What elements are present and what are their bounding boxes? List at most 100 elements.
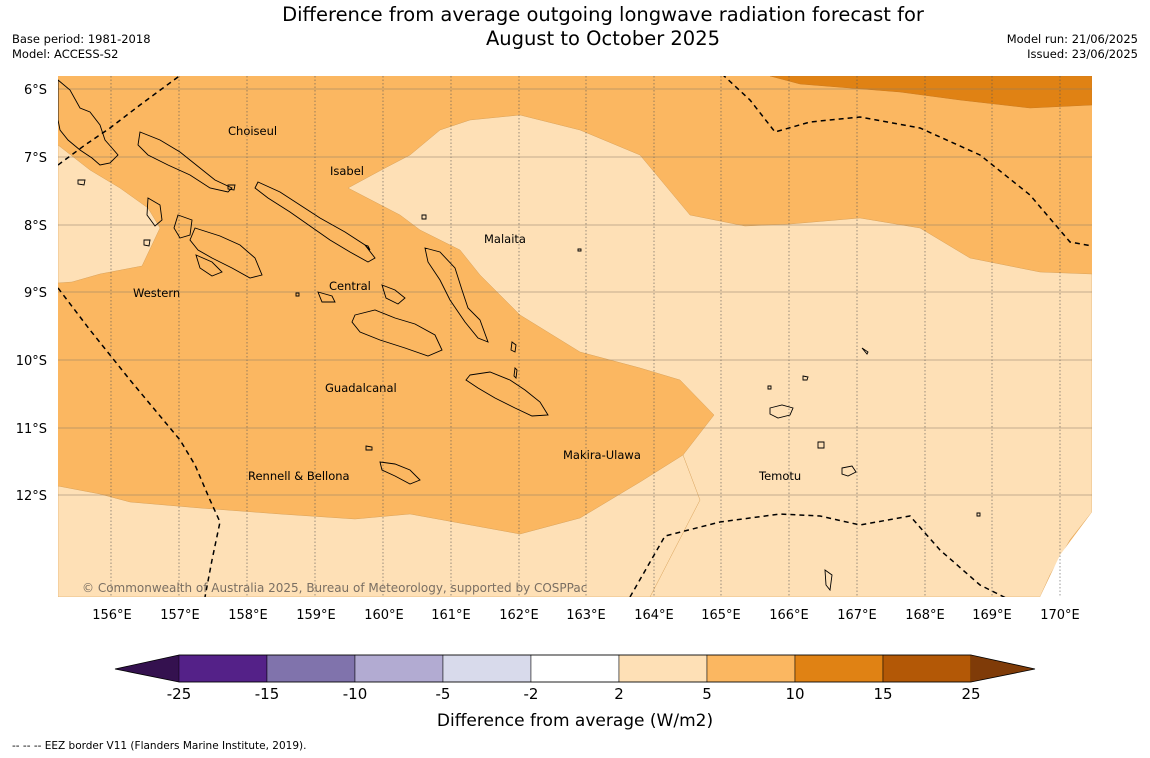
- run-info: Model run: 21/06/2025 Issued: 23/06/2025: [1007, 32, 1138, 62]
- small-islet-8: [364, 244, 371, 251]
- rendova-coastline: [195, 254, 223, 277]
- map-title: Difference from average outgoing longwav…: [200, 3, 1006, 51]
- lon-label: 163°E: [566, 608, 606, 623]
- small-islet-9: [513, 367, 518, 379]
- lon-label: 167°E: [837, 608, 877, 623]
- place-label: Guadalcanal: [325, 381, 397, 395]
- colorbar-tick: -10: [343, 685, 368, 703]
- santa-cruz-coastline: [769, 404, 794, 419]
- issued-date: Issued: 23/06/2025: [1027, 47, 1138, 61]
- map-area: Choiseul Isabel Malaita Central Western …: [58, 76, 1092, 597]
- small-islet-4: [295, 292, 300, 297]
- lon-label: 161°E: [431, 608, 471, 623]
- colorbar-extend-high: [971, 655, 1035, 682]
- small-islet-3: [421, 214, 427, 220]
- colorbar-tick: 2: [614, 685, 624, 703]
- colorbar-cell: [794, 654, 884, 683]
- colorbar-cell: [530, 654, 620, 683]
- lon-label: 166°E: [769, 608, 809, 623]
- colorbar-cell: [266, 654, 356, 683]
- lat-label: 10°S: [16, 354, 47, 369]
- lat-label: 9°S: [24, 286, 47, 301]
- colorbar-cell: [354, 654, 444, 683]
- lat-label: 11°S: [16, 422, 47, 437]
- vella-lavella-coastline: [146, 197, 163, 227]
- place-label: Makira-Ulawa: [563, 448, 641, 462]
- base-period: Base period: 1981-2018: [12, 32, 151, 46]
- bougainville-coastline: [58, 79, 119, 166]
- reef-islands-coastline: [861, 347, 869, 355]
- place-label: Central: [329, 279, 371, 293]
- colorbar-cell: [442, 654, 532, 683]
- lon-label: 164°E: [634, 608, 674, 623]
- small-islet-7: [143, 239, 151, 247]
- anomaly-2-5-region-east: [347, 114, 1092, 597]
- colorbar-cell: [618, 654, 708, 683]
- model-run-date: Model run: 21/06/2025: [1006, 32, 1138, 46]
- place-label: Choiseul: [228, 124, 277, 138]
- colorbar-cell: [882, 654, 972, 683]
- eez-legend-footnote: -- -- -- EEZ border V11 (Flanders Marine…: [12, 740, 307, 752]
- small-islet-1: [767, 385, 772, 390]
- latitude-labels: 6°S 7°S 8°S 9°S 10°S 11°S 12°S: [16, 83, 47, 504]
- lon-label: 168°E: [905, 608, 945, 623]
- latitude-gridlines: [58, 88, 1092, 496]
- bellona-coastline: [365, 445, 373, 451]
- lat-label: 7°S: [24, 151, 47, 166]
- lon-label: 158°E: [228, 608, 268, 623]
- vanikoro-coastline: [841, 465, 857, 477]
- small-islet-2: [976, 512, 981, 517]
- colorbar-cells: [178, 654, 972, 683]
- lon-label: 165°E: [701, 608, 741, 623]
- colorbar-tick: -2: [524, 685, 539, 703]
- place-label: Temotu: [758, 469, 801, 483]
- small-islet-5: [227, 184, 236, 191]
- longitude-labels: 156°E 157°E 158°E 159°E 160°E 161°E 162°…: [92, 608, 1080, 623]
- island-coastlines: [58, 79, 981, 592]
- lon-label: 160°E: [364, 608, 404, 623]
- lat-label: 6°S: [24, 83, 47, 98]
- colorbar-tick: -5: [436, 685, 451, 703]
- colorbar-tick: -25: [167, 685, 192, 703]
- lat-label: 8°S: [24, 219, 47, 234]
- colorbar-tick: 25: [961, 685, 980, 703]
- title-line-1: Difference from average outgoing longwav…: [282, 3, 924, 26]
- place-label: Western: [133, 286, 180, 300]
- lon-label: 159°E: [296, 608, 336, 623]
- model-name: Model: ACCESS-S2: [12, 47, 119, 61]
- shortland-islands-coastline: [77, 179, 86, 186]
- choiseul-coastline: [137, 131, 233, 193]
- place-label: Rennell & Bellona: [248, 469, 350, 483]
- colorbar-cell: [706, 654, 796, 683]
- colorbar-label: Difference from average (W/m2): [437, 711, 713, 731]
- kolombangara-coastline: [173, 214, 193, 239]
- colorbar-tick: 10: [785, 685, 804, 703]
- lat-label: 12°S: [16, 489, 47, 504]
- guadalcanal-coastline: [351, 309, 443, 357]
- lon-label: 156°E: [92, 608, 132, 623]
- province-labels: Choiseul Isabel Malaita Central Western …: [133, 124, 801, 483]
- anomaly-neutral-region: [1040, 512, 1092, 597]
- copyright-notice: © Commonwealth of Australia 2025, Bureau…: [82, 581, 587, 595]
- new-georgia-coastline: [189, 227, 263, 279]
- colorbar-ticks: -25 -15 -10 -5 -2 2 5 10 15 25: [167, 685, 981, 703]
- lon-label: 169°E: [972, 608, 1012, 623]
- colorbar-extend-low: [115, 655, 179, 682]
- colorbar-tick: 15: [873, 685, 892, 703]
- model-info: Base period: 1981-2018 Model: ACCESS-S2: [12, 32, 151, 62]
- place-label: Malaita: [484, 232, 526, 246]
- ulawa-coastline: [510, 341, 517, 353]
- colorbar-tick: -15: [255, 685, 280, 703]
- colorbar: -25 -15 -10 -5 -2 2 5 10 15 25 Differenc…: [114, 654, 1036, 731]
- lon-label: 157°E: [160, 608, 200, 623]
- anomaly-2-5-region-west: [58, 144, 161, 284]
- anomaly-2-5-region-south: [58, 454, 701, 597]
- place-label: Isabel: [330, 164, 364, 178]
- florida-islands-coastline: [381, 284, 406, 305]
- anomaly-10-15-region: [769, 76, 1092, 109]
- duff-islands-coastline: [802, 375, 809, 381]
- utupua-coastline: [817, 441, 825, 449]
- colorbar-cell: [178, 654, 268, 683]
- makira-coastline: [465, 371, 549, 417]
